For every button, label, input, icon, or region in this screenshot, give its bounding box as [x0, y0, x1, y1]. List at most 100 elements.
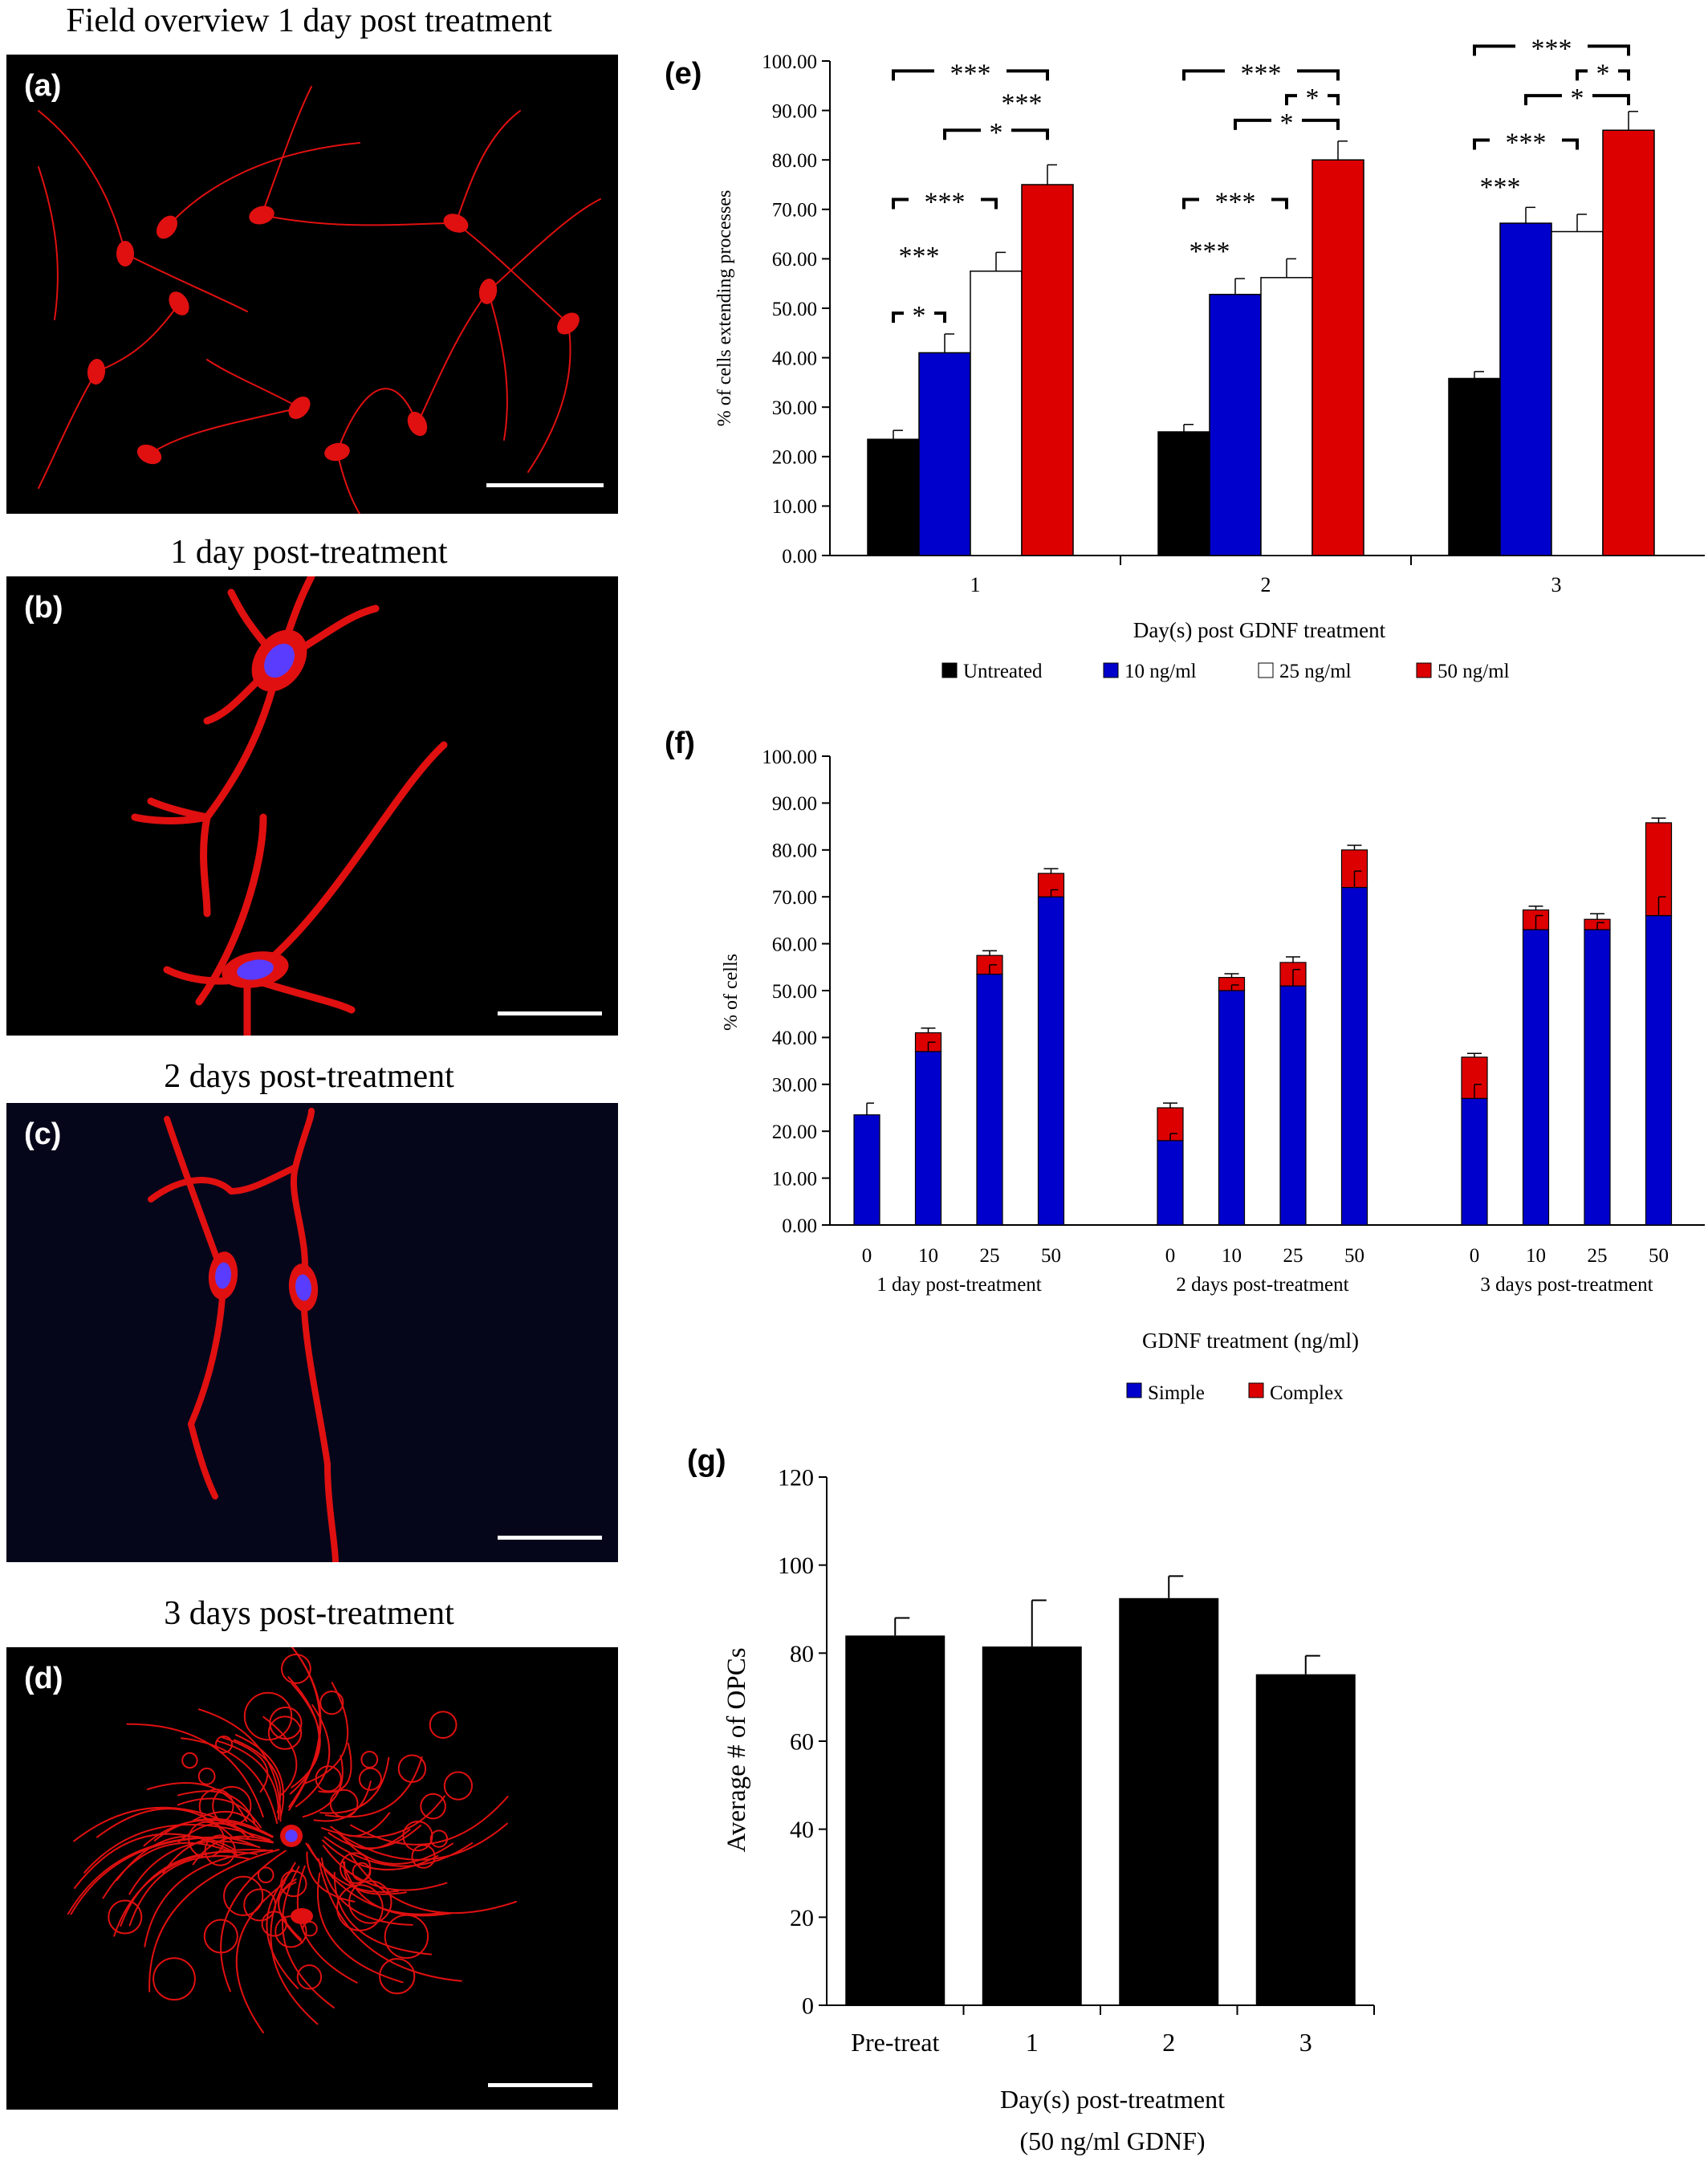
chart-f-x-tick-label: 50 — [1041, 1245, 1061, 1267]
chart-f-y-tick-label: 0.00 — [782, 1215, 817, 1237]
chart-f-bar-complex — [1522, 909, 1550, 930]
cell-process — [322, 1845, 448, 1891]
chart-g-bar — [845, 1635, 946, 2005]
chart-g-x-axis-label: Day(s) post-treatment — [1000, 2085, 1225, 2114]
chart-e-significance-label: * — [913, 301, 926, 331]
chart-f-bar-simple — [1218, 990, 1246, 1226]
chart-e-y-tick-label: 70.00 — [772, 200, 817, 222]
micrograph-b-image — [131, 576, 448, 1036]
cell-process — [358, 1767, 382, 1791]
chart-g-bar — [982, 1646, 1082, 2005]
chart-e-y-axis-label: % of cells extending processes — [714, 190, 735, 427]
cell-process — [317, 1858, 462, 1982]
chart-f-bar-simple — [1461, 1097, 1488, 1226]
cell-process — [337, 1822, 508, 1861]
chart-e-significance-bracket — [994, 99, 1049, 111]
cell-process — [166, 142, 360, 228]
cell-process — [243, 741, 448, 982]
chart-e-significance-bracket — [1182, 197, 1288, 210]
cell-process — [329, 1789, 359, 1818]
chart-f-legend-swatch — [1248, 1382, 1264, 1398]
cell-process — [330, 1812, 391, 1837]
cell-process — [429, 1711, 458, 1739]
cell-process — [315, 1765, 342, 1793]
chart-g-y-tick-label: 0 — [802, 1993, 814, 2020]
cell-process — [267, 1715, 303, 1750]
chart-g-y-tick-label: 80 — [790, 1641, 814, 1667]
chart-f-bar-complex — [1645, 822, 1673, 917]
cell-process — [319, 1691, 344, 1715]
chart-e-significance-bracket — [943, 128, 1049, 140]
chart-e-group: (e) 0.00 10.00 20.00 30.00 40.00 50.00 60.00 70.… — [665, 33, 1705, 682]
cell-process — [164, 1116, 226, 1279]
cell-process — [128, 1840, 261, 1895]
chart-f-bar-complex — [1279, 962, 1307, 987]
chart-e-significance-label: * — [1596, 59, 1610, 88]
cell-process — [177, 1797, 262, 1829]
chart-e-significance-label: * — [1571, 83, 1584, 113]
chart-e-significance-label: *** — [899, 242, 940, 271]
chart-e-significance-label: *** — [925, 187, 966, 217]
cell-process — [288, 1647, 322, 1808]
cell-process — [152, 1957, 196, 2001]
cell-process — [257, 1866, 274, 1884]
chart-f-bar-simple — [1645, 914, 1673, 1226]
chart-e-legend-label: 25 ng/ml — [1279, 661, 1352, 682]
cell-process — [348, 1852, 518, 1915]
cell-nucleus — [285, 1829, 298, 1842]
chart-f-group-label: 1 day post-treatment — [876, 1274, 1042, 1296]
chart-e-significance-bg — [1173, 236, 1246, 261]
cell-process — [148, 1849, 280, 1992]
chart-e-significance-label: *** — [1480, 173, 1521, 202]
chart-f-y-tick-label: 50.00 — [772, 981, 817, 1003]
chart-f-bar-simple — [1157, 1140, 1184, 1226]
cell-process — [281, 1654, 311, 1684]
chart-e-significance-bracket — [1182, 247, 1237, 259]
cell-process — [291, 1683, 321, 1789]
scale-bar-d — [488, 2083, 592, 2087]
chart-f-bar-simple — [976, 973, 1003, 1226]
chart-e-panel-label: (e) — [665, 57, 702, 91]
chart-e-y-tick-label: 20.00 — [772, 447, 817, 469]
cell-process — [188, 1421, 218, 1500]
chart-e-x-axis-label: Day(s) post GDNF treatment — [1133, 618, 1386, 642]
chart-f-y-tick-label: 70.00 — [772, 887, 817, 909]
cell-process — [108, 1899, 143, 1935]
cell-process — [307, 1843, 400, 1893]
cell-process — [304, 1682, 349, 1785]
chart-e-significance-bg — [986, 87, 1058, 112]
cell-process — [350, 1796, 509, 1846]
cell-process — [487, 198, 601, 292]
cell-process — [38, 371, 97, 489]
cell-process — [143, 1819, 274, 1847]
chart-f-panel-label: (f) — [665, 726, 695, 760]
cell-process — [223, 1875, 264, 1916]
chart-f-y-tick-label: 80.00 — [772, 840, 817, 862]
chart-f-legend-label: Complex — [1270, 1382, 1344, 1404]
chart-e-significance-bg — [883, 241, 955, 266]
cell-process — [206, 359, 300, 409]
cell-process — [126, 1723, 264, 1818]
chart-e-significance-bracket — [1473, 44, 1630, 56]
cell-process — [292, 1108, 315, 1170]
chart-e-bar — [1260, 277, 1313, 556]
chart-e-x-tick-label: 1 — [970, 573, 981, 596]
chart-f-x-tick-label: 50 — [1344, 1245, 1364, 1267]
cell-nucleus — [295, 1274, 311, 1301]
cell-process — [348, 1880, 392, 1924]
chart-e-significance-bracket — [892, 311, 946, 324]
cell-process — [38, 166, 59, 320]
chart-e-bar — [1448, 377, 1501, 556]
chart-e-significance-label: * — [1306, 83, 1320, 113]
cell-process — [417, 291, 489, 425]
chart-e-bar — [1209, 294, 1262, 556]
cell-process — [455, 110, 521, 224]
cell-process — [146, 1782, 248, 1822]
cell — [222, 951, 289, 988]
chart-e-y-tick-label: 60.00 — [772, 249, 817, 271]
cell-process — [102, 1842, 238, 1899]
cell-process — [197, 1767, 216, 1785]
cell — [288, 1264, 319, 1312]
chart-f-x-tick-label: 25 — [1283, 1245, 1303, 1267]
chart-e-significance-bg — [1464, 172, 1536, 196]
